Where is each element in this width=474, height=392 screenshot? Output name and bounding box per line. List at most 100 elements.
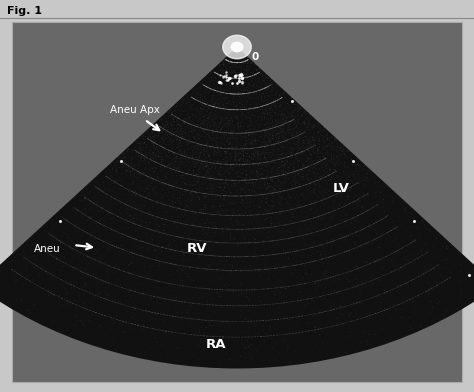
Point xyxy=(362,171,370,177)
Point xyxy=(158,156,166,162)
Point xyxy=(392,289,400,295)
Point xyxy=(252,273,259,279)
Point xyxy=(97,196,104,202)
Point xyxy=(329,305,337,311)
Point xyxy=(214,94,222,100)
Point xyxy=(165,164,173,170)
Point xyxy=(298,279,305,285)
Point xyxy=(111,162,118,169)
Point xyxy=(87,293,94,299)
Point xyxy=(225,89,232,96)
Point xyxy=(356,199,364,205)
Point xyxy=(237,354,244,360)
Point xyxy=(239,58,246,64)
Point xyxy=(310,189,318,195)
Point xyxy=(256,117,264,123)
Point xyxy=(287,162,295,168)
Point xyxy=(369,325,376,332)
Point xyxy=(107,290,115,297)
Point xyxy=(82,277,90,283)
Point xyxy=(196,225,203,232)
Point xyxy=(316,155,323,161)
Point xyxy=(232,103,240,109)
Point xyxy=(307,200,315,207)
Point xyxy=(162,132,170,138)
Point xyxy=(356,343,364,349)
Point xyxy=(281,91,289,98)
Point xyxy=(166,108,173,114)
Point xyxy=(263,173,271,179)
Point xyxy=(293,151,301,157)
Point xyxy=(124,226,132,232)
Point xyxy=(188,90,196,96)
Point xyxy=(263,81,271,87)
Point xyxy=(321,190,328,196)
Point xyxy=(125,168,132,174)
Point xyxy=(176,119,184,125)
Point xyxy=(168,140,176,146)
Point xyxy=(118,220,126,226)
Point xyxy=(215,158,222,165)
Point xyxy=(231,73,239,80)
Point xyxy=(258,85,266,91)
Point xyxy=(137,187,145,194)
Point xyxy=(51,254,59,260)
Point xyxy=(360,272,367,278)
Point xyxy=(265,138,273,144)
Point xyxy=(265,136,273,142)
Point xyxy=(207,155,214,161)
Point xyxy=(195,80,202,86)
Point xyxy=(411,251,419,258)
Point xyxy=(268,104,275,110)
Point xyxy=(219,128,227,134)
Point xyxy=(127,258,134,265)
Point xyxy=(383,245,390,252)
Point xyxy=(355,227,363,233)
Point xyxy=(280,107,288,113)
Point xyxy=(189,97,196,103)
Point xyxy=(307,138,315,145)
Point xyxy=(205,116,213,122)
Point xyxy=(285,109,292,116)
Point xyxy=(201,300,208,307)
Point xyxy=(179,117,187,123)
Point xyxy=(314,160,322,167)
Point xyxy=(150,134,158,140)
Point xyxy=(298,203,306,210)
Point xyxy=(157,116,165,123)
Point xyxy=(319,297,326,303)
Point xyxy=(227,58,234,64)
Point xyxy=(227,105,234,112)
Point xyxy=(196,265,203,272)
Point xyxy=(237,76,244,82)
Point xyxy=(352,248,360,254)
Point xyxy=(263,90,271,96)
Point xyxy=(245,63,252,69)
Point xyxy=(226,61,234,67)
Point xyxy=(217,194,225,200)
Point xyxy=(232,54,239,61)
Point xyxy=(240,87,247,93)
Point xyxy=(101,174,109,180)
Point xyxy=(148,184,156,190)
Point xyxy=(248,247,256,253)
Point xyxy=(300,319,307,326)
Point xyxy=(122,182,130,188)
Point xyxy=(254,228,262,234)
Point xyxy=(51,307,59,313)
Point xyxy=(170,270,178,276)
Point xyxy=(326,150,333,156)
Point xyxy=(265,111,273,117)
Point xyxy=(223,77,231,83)
Point xyxy=(121,244,128,250)
Point xyxy=(207,98,215,104)
Point xyxy=(264,150,272,156)
Point xyxy=(223,133,230,139)
Point xyxy=(301,118,309,124)
Point xyxy=(219,91,227,98)
Point xyxy=(211,129,219,135)
Point xyxy=(87,201,95,207)
Point xyxy=(48,261,56,267)
Point xyxy=(407,324,415,330)
Point xyxy=(259,98,266,105)
